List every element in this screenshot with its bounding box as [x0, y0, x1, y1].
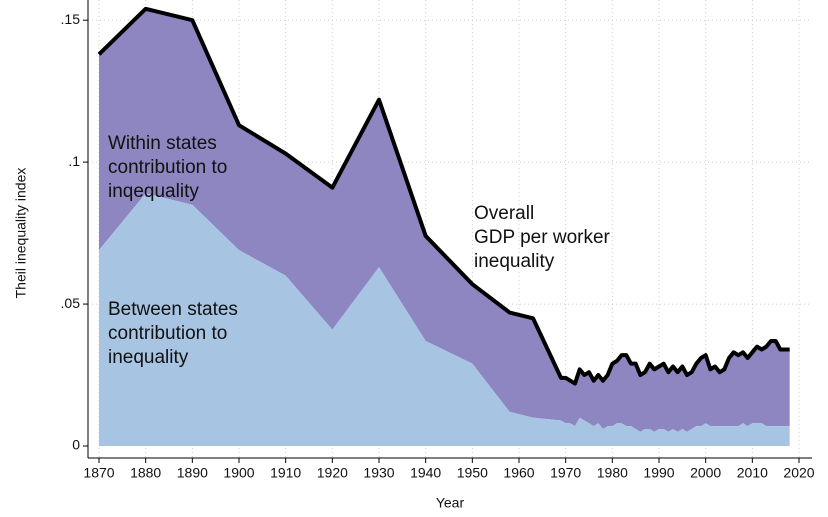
y-tick-label: 0	[72, 437, 80, 453]
x-tick-label: 1920	[317, 465, 348, 481]
x-tick-label: 2000	[690, 465, 721, 481]
area-label: Overall	[474, 203, 534, 224]
area-label: inequality	[108, 347, 189, 368]
area-label: Between states	[108, 299, 238, 320]
x-tick-label: 1910	[270, 465, 301, 481]
y-tick-label: .1	[68, 153, 80, 169]
x-axis-label: Year	[436, 495, 465, 511]
x-tick-label: 1880	[130, 465, 161, 481]
x-tick-label: 1890	[177, 465, 208, 481]
x-tick-label: 2010	[737, 465, 768, 481]
area-label: contribution to	[108, 157, 227, 178]
x-tick-label: 1870	[83, 465, 114, 481]
x-tick-label: 1990	[643, 465, 674, 481]
overall-line	[97, 6, 790, 386]
x-tick-label: 1980	[597, 465, 628, 481]
x-tick-label: 1940	[410, 465, 441, 481]
area-label: contribution to	[108, 323, 227, 344]
x-tick-label: 2020	[783, 465, 814, 481]
y-axis-label: Theil inequality index	[13, 168, 29, 299]
y-tick-label: .15	[61, 11, 81, 27]
within-area	[99, 8, 790, 432]
area-label: inqequality	[108, 181, 199, 202]
x-tick-label: 1900	[223, 465, 254, 481]
between-area	[99, 193, 790, 446]
x-tick-label: 1960	[503, 465, 534, 481]
x-tick-label: 1930	[363, 465, 394, 481]
x-tick-label: 1970	[550, 465, 581, 481]
x-tick-label: 1950	[457, 465, 488, 481]
area-label: GDP per worker	[474, 227, 611, 248]
y-tick-label: .05	[61, 295, 81, 311]
area-label: inequality	[474, 251, 555, 272]
area-label: Within states	[108, 133, 217, 154]
